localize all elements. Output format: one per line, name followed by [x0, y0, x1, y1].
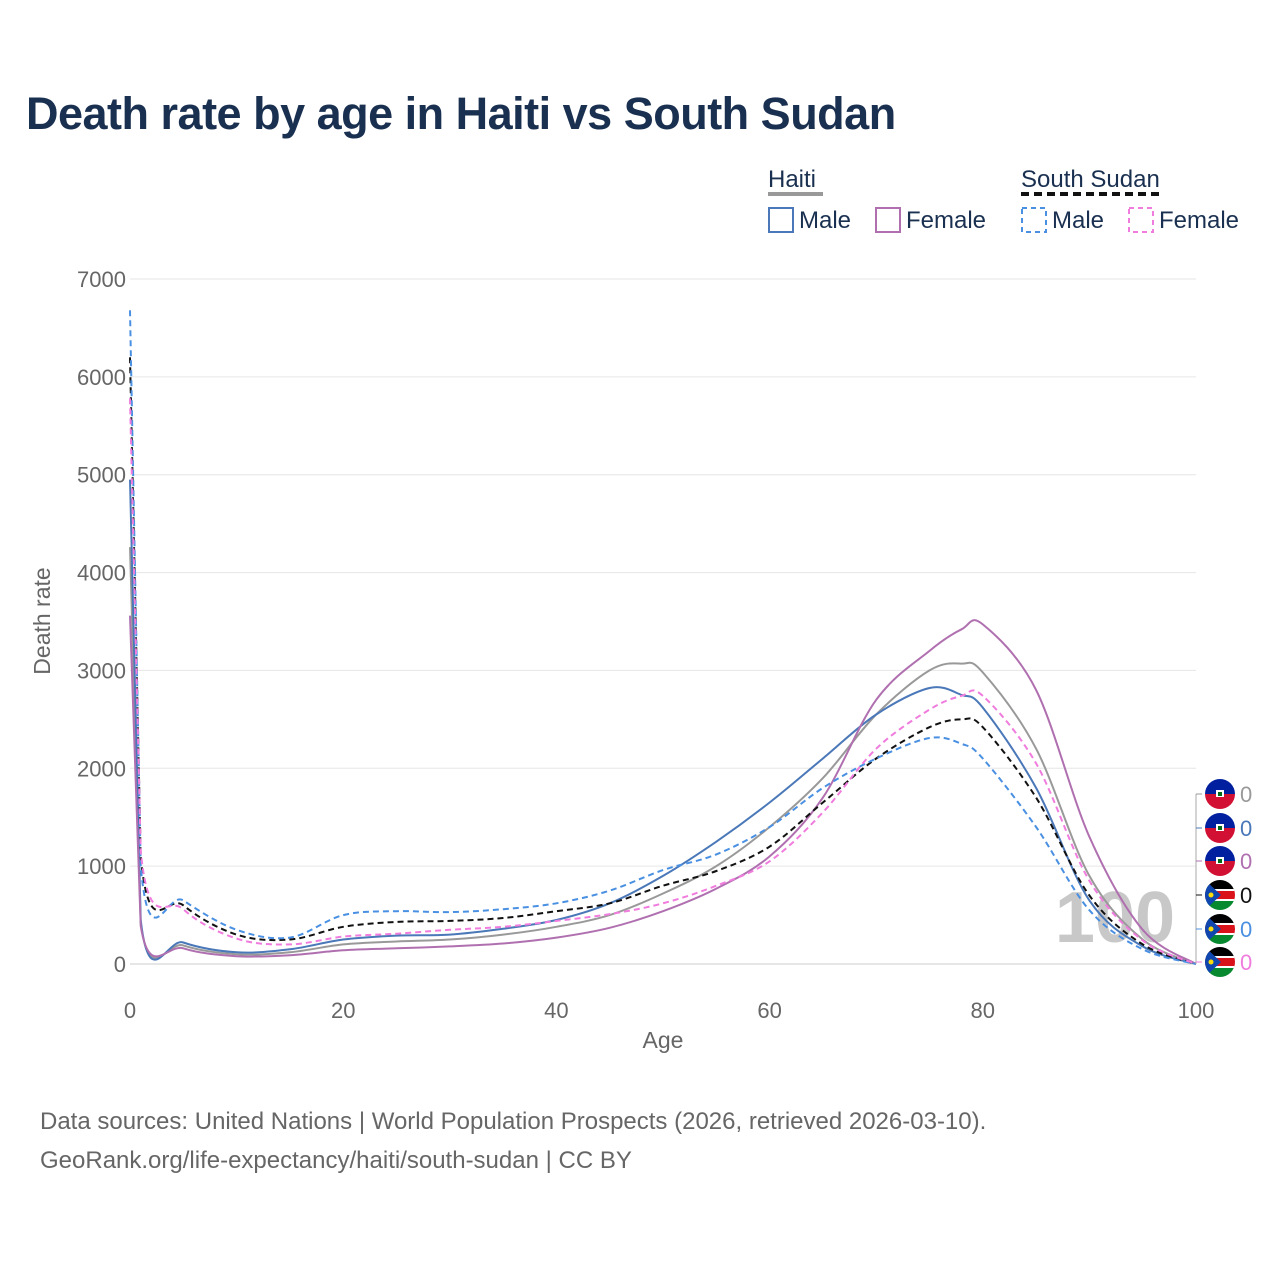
- end-value-label: 0: [1240, 950, 1252, 975]
- legend-haiti-heading: Haiti: [768, 166, 816, 193]
- end-value-label: 0: [1240, 782, 1252, 807]
- legend[interactable]: Haiti Male Female South Sudan Male Femal…: [768, 166, 1239, 234]
- series-line-haiti-male[interactable]: [129, 479, 1197, 965]
- y-tick-label: 2000: [77, 756, 126, 781]
- series-line-haiti-total[interactable]: [129, 547, 1197, 965]
- haiti-flag-icon: [1205, 813, 1235, 843]
- chart-title: Death rate by age in Haiti vs South Suda…: [26, 88, 896, 139]
- legend-haiti-female-swatch[interactable]: [875, 207, 901, 233]
- y-tick-label: 6000: [77, 365, 126, 390]
- haiti-flag-icon: [1205, 779, 1235, 809]
- series-line-south-sudan-total[interactable]: [129, 357, 1197, 965]
- x-tick-label: 60: [757, 998, 781, 1023]
- end-value-label: 0: [1240, 816, 1252, 841]
- end-value-label: 0: [1240, 917, 1252, 942]
- end-value-label: 0: [1240, 883, 1252, 908]
- y-axis-ticks: 0 1000 2000 3000 4000 5000 6000 7000: [77, 267, 126, 977]
- footer-attribution: GeoRank.org/life-expectancy/haiti/south-…: [40, 1147, 632, 1174]
- legend-south-sudan-heading: South Sudan: [1021, 166, 1160, 193]
- legend-south-sudan-male-swatch[interactable]: [1021, 207, 1047, 233]
- y-tick-label: 0: [114, 952, 126, 977]
- legend-haiti-female-label[interactable]: Female: [906, 207, 986, 234]
- y-tick-label: 1000: [77, 854, 126, 879]
- x-tick-label: 40: [544, 998, 568, 1023]
- x-tick-label: 20: [331, 998, 355, 1023]
- x-tick-label: 100: [1178, 998, 1215, 1023]
- grid-lines: [130, 278, 1196, 867]
- end-markers: 0 0 0 0 0 0: [1195, 779, 1252, 977]
- x-axis-ticks: 0 20 40 60 80 100: [124, 998, 1214, 1023]
- series-line-south-sudan-male[interactable]: [129, 310, 1197, 965]
- legend-south-sudan-female-swatch[interactable]: [1128, 207, 1154, 233]
- south-sudan-flag-icon: [1205, 880, 1235, 910]
- x-axis-label: Age: [643, 1027, 684, 1053]
- x-tick-label: 0: [124, 998, 136, 1023]
- series-lines: [129, 310, 1197, 965]
- south-sudan-flag-icon: [1205, 914, 1235, 944]
- footer-sources: Data sources: United Nations | World Pop…: [40, 1108, 987, 1135]
- south-sudan-flag-icon: [1205, 947, 1235, 977]
- y-tick-label: 7000: [77, 267, 126, 292]
- y-tick-label: 5000: [77, 463, 126, 488]
- watermark-year: 100: [1055, 878, 1175, 958]
- end-value-label: 0: [1240, 849, 1252, 874]
- series-line-south-sudan-female[interactable]: [129, 398, 1197, 965]
- y-axis-label: Death rate: [29, 567, 55, 674]
- y-tick-label: 3000: [77, 658, 126, 683]
- legend-haiti-male-swatch[interactable]: [768, 207, 794, 233]
- series-line-haiti-female[interactable]: [129, 615, 1197, 965]
- x-tick-label: 80: [971, 998, 995, 1023]
- legend-south-sudan-female-label[interactable]: Female: [1159, 207, 1239, 234]
- y-tick-label: 4000: [77, 561, 126, 586]
- legend-south-sudan-male-label[interactable]: Male: [1052, 207, 1104, 234]
- end-values: 0 0 0 0 0 0: [1196, 782, 1252, 975]
- legend-haiti-male-label[interactable]: Male: [799, 207, 851, 234]
- haiti-flag-icon: [1205, 846, 1235, 876]
